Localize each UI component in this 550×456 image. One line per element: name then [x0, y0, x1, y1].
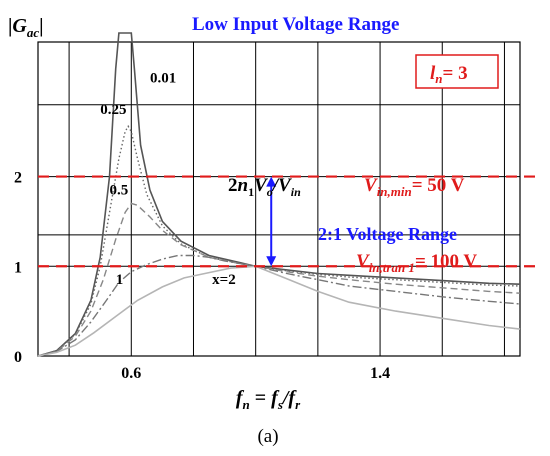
y-tick-2: 2	[14, 170, 22, 187]
svg-text:ln= 3: ln= 3	[430, 63, 468, 86]
series-line-x-1	[37, 254, 521, 357]
y-tick-labels: 0 1 2	[14, 170, 22, 366]
chart-title: Low Input Voltage Range	[192, 14, 399, 35]
series-line-x-2	[37, 265, 521, 357]
x-tick-0-6: 0.6	[121, 365, 141, 382]
subfigure-label: (a)	[257, 426, 278, 447]
gain-formula: 2n1Vo/Vin	[228, 175, 301, 199]
reference-lines	[38, 175, 540, 268]
curve-label-0-25: 0.25	[100, 102, 126, 118]
curve-label-x2: x=2	[212, 272, 236, 288]
ref-line-label-tran: Vin,tran 1= 100 V	[356, 251, 477, 275]
curve-labels: 0.01 0.25 0.5 1 x=2	[100, 70, 236, 288]
x-tick-1-4: 1.4	[370, 365, 390, 382]
ref-line-label-min: Vin,min= 50 V	[364, 175, 465, 199]
legend-box: ln= 3	[415, 54, 499, 89]
series-line-x-0-25	[37, 124, 521, 357]
grid	[38, 42, 520, 356]
voltage-range-arrow	[266, 176, 277, 267]
series-line-x-0-01	[37, 32, 521, 357]
y-tick-0: 0	[14, 349, 22, 366]
voltage-range-label: 2:1 Voltage Range	[318, 224, 457, 244]
curve-label-0-5: 0.5	[110, 183, 129, 199]
curve-label-1: 1	[116, 272, 124, 288]
arrow-head-down	[266, 256, 277, 267]
plot-frame	[37, 41, 521, 357]
x-axis-label: fn = fs/fr	[236, 387, 301, 412]
arrow-head-up	[266, 176, 277, 187]
curve-label-0-01: 0.01	[150, 70, 176, 86]
y-tick-1: 1	[14, 259, 22, 276]
y-axis-label: |Gac|	[8, 15, 44, 40]
series-line-x-0-5	[37, 202, 521, 357]
x-tick-labels: 0.6 1.4	[121, 365, 390, 382]
series-layer	[37, 32, 521, 357]
